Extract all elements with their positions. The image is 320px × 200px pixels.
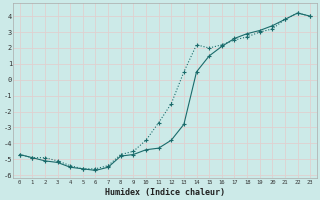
X-axis label: Humidex (Indice chaleur): Humidex (Indice chaleur) [105, 188, 225, 197]
